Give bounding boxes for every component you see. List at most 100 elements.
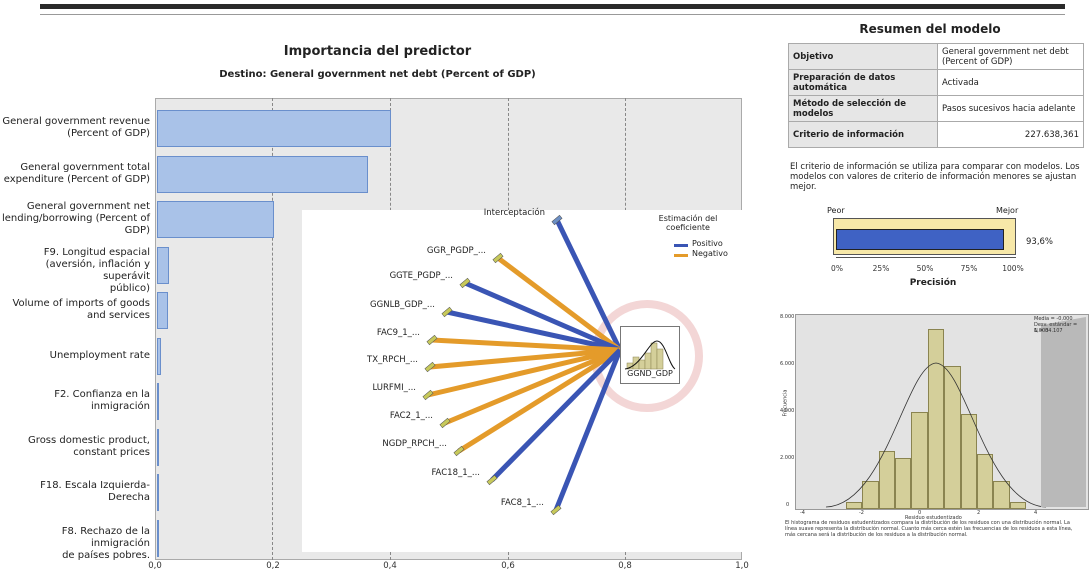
predictor-node-label[interactable]: Interceptación xyxy=(483,208,545,218)
predictor-label-line: Derecha xyxy=(108,492,150,503)
importance-bar[interactable] xyxy=(157,474,159,511)
accuracy-bar xyxy=(836,229,1005,250)
coefficient-network[interactable]: Interceptación GGR_PGDP_... GGTE_PGDP_... G… xyxy=(302,208,742,552)
table-row: Método de selección de modelos Pasos suc… xyxy=(788,95,1084,122)
target-node[interactable]: GGND_GDP xyxy=(620,326,680,384)
summary-key: Método de selección de modelos xyxy=(788,95,938,122)
summary-value: Pasos sucesivos hacia adelante xyxy=(937,95,1084,122)
legend-title: Estimación del coeficiente xyxy=(658,214,718,232)
coefficient-edge xyxy=(427,347,621,398)
importance-bar[interactable] xyxy=(157,428,159,466)
importance-bar[interactable] xyxy=(157,519,159,557)
predictor-label-line: constant prices xyxy=(73,446,150,458)
accuracy-better-label: Mejor xyxy=(996,206,1019,215)
histogram-bars xyxy=(846,319,1026,509)
target-label: GGND_GDP xyxy=(627,369,673,378)
importance-title: Importancia del predictor xyxy=(283,44,472,59)
predictor-label-line: GDP) xyxy=(124,225,150,236)
histogram-bar xyxy=(846,502,863,509)
predictor-node-icon xyxy=(439,417,451,429)
coefficient-edge xyxy=(553,349,623,511)
histogram-bar xyxy=(911,411,928,509)
predictor-node-icon xyxy=(492,252,504,264)
coefficient-edge xyxy=(431,337,621,353)
hist-xtick: 4 xyxy=(1034,510,1038,516)
importance-bar[interactable] xyxy=(157,110,391,147)
x-tick: 0,0 xyxy=(148,561,162,571)
importance-bar[interactable] xyxy=(157,201,274,238)
predictor-node-icon xyxy=(441,306,453,318)
summary-table: Objetivo General government net debt (Pe… xyxy=(788,43,1084,148)
network-lines xyxy=(422,214,703,516)
histogram-bar xyxy=(862,481,879,509)
importance-bar[interactable] xyxy=(157,337,161,375)
predictor-node-label[interactable]: FAC9_1_... xyxy=(376,328,420,338)
target-histogram-icon xyxy=(624,340,676,370)
predictor-label-line: de países pobres. xyxy=(62,549,150,561)
x-tick: 0,4 xyxy=(383,561,397,571)
coefficient-edge xyxy=(446,309,621,353)
predictor-node-icon xyxy=(551,214,563,226)
predictor-label-line: and services xyxy=(86,310,150,321)
coefficient-edge xyxy=(490,348,622,482)
x-tick: 1,0 xyxy=(735,561,749,571)
coefficient-edge xyxy=(496,256,622,352)
predictor-node-label[interactable]: LURFMI_... xyxy=(372,383,416,393)
predictor-label-line: Volume of imports of goods xyxy=(12,298,150,309)
hist-ylabel: Frecuencia xyxy=(782,389,789,417)
histogram-bar xyxy=(993,481,1010,509)
header-rule xyxy=(40,14,1065,15)
hist-xtick: 2 xyxy=(977,510,981,516)
predictor-label: General government revenue (Percent of GD… xyxy=(0,116,150,140)
table-row: Objetivo General government net debt (Pe… xyxy=(788,43,1084,70)
predictor-node-label[interactable]: FAC2_1_... xyxy=(389,411,433,421)
predictor-node-label[interactable]: GGNLB_GDP_... xyxy=(370,300,435,310)
hist-xtick: -4 xyxy=(800,510,805,516)
predictor-node-label[interactable]: FAC18_1_... xyxy=(431,468,480,478)
importance-bar[interactable] xyxy=(157,155,368,193)
hist-ytick: 6.000 xyxy=(780,361,795,367)
histogram-bar xyxy=(1009,502,1026,509)
legend-positive-swatch xyxy=(674,244,688,247)
hist-ytick: 2.000 xyxy=(780,455,795,461)
summary-key: Objetivo xyxy=(788,43,938,70)
hist-stat: Media = -0,000 xyxy=(1034,316,1073,322)
importance-bar[interactable] xyxy=(157,246,169,284)
accuracy-worse-label: Peor xyxy=(827,206,845,215)
predictor-node-label[interactable]: TX_RPCH_... xyxy=(367,355,418,365)
legend-negative-swatch xyxy=(674,254,688,257)
predictor-node-label[interactable]: GGR_PGDP_... xyxy=(426,246,486,256)
header-bar xyxy=(40,4,1065,9)
histogram-bar xyxy=(895,458,912,509)
predictor-node-icon xyxy=(459,277,471,289)
predictor-label: General government total expenditure (Per… xyxy=(0,162,150,186)
predictor-label: F8. Rechazo de la inmigración de países p… xyxy=(0,526,150,562)
predictor-label-line: F9. Longitud espacial xyxy=(43,246,150,258)
importance-bar[interactable] xyxy=(157,383,160,420)
predictor-node-label[interactable]: NGDP_RPCH_... xyxy=(382,439,447,449)
hist-ytick: 8.000 xyxy=(780,314,795,320)
accuracy-tick: 50% xyxy=(916,264,934,273)
residual-histogram xyxy=(795,314,1089,510)
hist-caption: El histograma de residuos estudentizados… xyxy=(785,520,1073,538)
predictor-label-line: Unemployment rate xyxy=(49,349,150,361)
coefficient-edge xyxy=(554,218,623,352)
predictor-label: F9. Longitud espacial (aversión, inflació… xyxy=(0,247,150,295)
importance-bar[interactable] xyxy=(157,292,168,329)
hist-xlabel: Residuo estudentizado xyxy=(905,515,962,521)
accuracy-tick: 0% xyxy=(831,264,843,273)
predictor-node-icon xyxy=(422,389,434,401)
predictor-label: Unemployment rate xyxy=(0,350,150,362)
predictor-label-line: inmigración xyxy=(91,401,150,412)
predictor-node-label[interactable]: FAC8_1_... xyxy=(500,498,544,508)
accuracy-axis-label: Precisión xyxy=(909,278,957,288)
normal-curve xyxy=(825,317,1086,508)
predictor-node-icon xyxy=(426,334,438,346)
predictor-node-label[interactable]: GGTE_PGDP_... xyxy=(389,271,453,281)
predictor-label: Gross domestic product, constant prices xyxy=(0,435,150,459)
predictor-label-line: Gross domestic product, xyxy=(28,434,150,446)
hist-stat: N = 34.107 xyxy=(1034,328,1063,334)
predictor-label-line: General government net xyxy=(26,201,150,212)
histogram-bar xyxy=(944,365,961,509)
accuracy-tick: 75% xyxy=(960,264,978,273)
